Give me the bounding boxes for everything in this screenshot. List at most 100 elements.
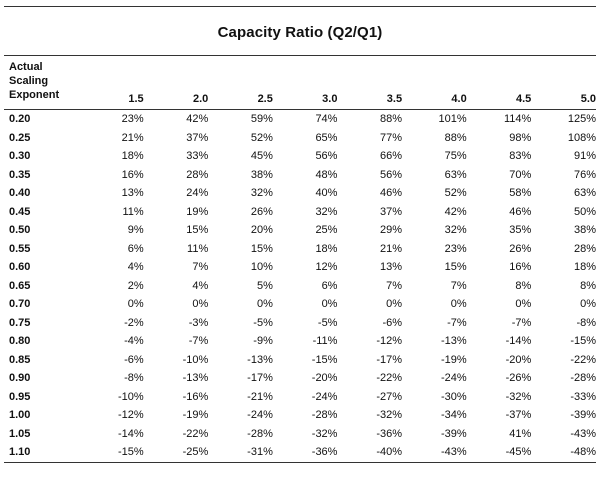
table-cell: 4% xyxy=(192,279,209,292)
table-cell: -39% xyxy=(441,427,467,440)
table-cell: 18% xyxy=(573,261,596,274)
table-cell: 38% xyxy=(250,168,273,181)
table-cell: -21% xyxy=(247,390,273,403)
table-cell: -10% xyxy=(117,390,144,403)
table-cell: 26% xyxy=(250,205,273,218)
table-cell: 58% xyxy=(509,187,532,200)
table-cell: -17% xyxy=(376,353,403,366)
row-key: 0.90 xyxy=(9,372,31,385)
table-cell: -13% xyxy=(247,353,273,366)
table-cell: -10% xyxy=(182,353,209,366)
column-header: 2.5 xyxy=(208,91,273,110)
table-cell: 38% xyxy=(573,224,596,237)
table-cell: 26% xyxy=(509,242,532,255)
column-header-blank xyxy=(4,91,80,110)
table-cell: 66% xyxy=(380,150,403,163)
table-cell: 18% xyxy=(315,242,338,255)
table-row: 1.05 -14% -22% -28% -32% -36% -39% 41% -43% xyxy=(4,425,596,444)
table-cell: 25% xyxy=(315,224,338,237)
row-key: 1.00 xyxy=(9,409,31,422)
table-cell: 13% xyxy=(121,187,144,200)
table-cell: 48% xyxy=(315,168,338,181)
table-row: 0.95 -10% -16% -21% -24% -27% -30% -32% -33% xyxy=(4,388,596,407)
table-cell: 16% xyxy=(509,261,532,274)
column-header-row: 1.5 2.0 2.5 3.0 3.5 4.0 4.5 5.0 xyxy=(4,91,596,110)
table-cell: 32% xyxy=(250,187,273,200)
table-cell: 77% xyxy=(380,131,403,144)
row-key: 0.95 xyxy=(9,390,31,403)
table-cell: 0% xyxy=(192,298,209,311)
table-cell: 10% xyxy=(250,261,273,274)
table-cell: -12% xyxy=(117,409,144,422)
row-key: 0.45 xyxy=(9,205,31,218)
table-cell: 7% xyxy=(192,261,209,274)
table-cell: 4% xyxy=(127,261,144,274)
table-cell: 0% xyxy=(450,298,467,311)
table-cell: 12% xyxy=(315,261,338,274)
table-cell: 74% xyxy=(315,113,338,126)
table-cell: 24% xyxy=(186,187,209,200)
table-cell: 0% xyxy=(580,298,596,311)
row-key: 0.55 xyxy=(9,242,31,255)
table-cell: 6% xyxy=(321,279,338,292)
row-header-line-2: Scaling xyxy=(9,75,49,87)
table-cell: -24% xyxy=(311,390,338,403)
table-cell: 42% xyxy=(186,113,209,126)
table-cell: -20% xyxy=(311,372,338,385)
table-cell: 11% xyxy=(122,205,144,218)
table-cell: -7% xyxy=(511,316,532,329)
table-cell: -28% xyxy=(311,409,338,422)
column-header: 3.0 xyxy=(272,91,338,110)
column-header: 3.5 xyxy=(337,91,403,110)
table-cell: -34% xyxy=(441,409,467,422)
table-row: 0.90 -8% -13% -17% -20% -22% -24% -26% -28% xyxy=(4,369,596,388)
row-key: 0.85 xyxy=(9,353,31,366)
table-cell: 23% xyxy=(444,242,467,255)
table-cell: -9% xyxy=(253,335,273,348)
table-cell: -13% xyxy=(182,372,209,385)
table-cell: 76% xyxy=(573,168,596,181)
row-key: 0.60 xyxy=(9,261,31,274)
table-cell: 70% xyxy=(509,168,532,181)
table-cell: 33% xyxy=(186,150,209,163)
row-key: 1.10 xyxy=(4,443,80,463)
table-cell: -11% xyxy=(312,335,338,348)
table-cell: 83% xyxy=(509,150,532,163)
table-cell: 29% xyxy=(380,224,403,237)
table-cell: -13% xyxy=(441,335,467,348)
table-cell: 52% xyxy=(444,187,467,200)
table-cell: -32% xyxy=(376,409,403,422)
table-cell: 63% xyxy=(444,168,467,181)
table-cell: -3% xyxy=(188,316,209,329)
table-cell: 63% xyxy=(573,187,596,200)
table-row: 0.40 13% 24% 32% 40% 46% 52% 58% 63% xyxy=(4,184,596,203)
table-cell: -40% xyxy=(337,443,403,463)
table-cell: 75% xyxy=(444,150,467,163)
table-cell: -33% xyxy=(570,390,596,403)
row-key: 0.35 xyxy=(9,168,31,181)
table-row: 0.30 18% 33% 45% 56% 66% 75% 83% 91% xyxy=(4,147,596,166)
top-rule xyxy=(4,6,596,7)
table-cell: 91% xyxy=(573,150,596,163)
table-cell: 20% xyxy=(250,224,273,237)
table-cell: 52% xyxy=(250,131,273,144)
table-cell: -15% xyxy=(79,443,144,463)
table-cell: 0% xyxy=(127,298,144,311)
table-cell: -2% xyxy=(124,316,144,329)
table-cell: -24% xyxy=(441,372,467,385)
table-cell: 125% xyxy=(567,113,596,126)
table-cell: -36% xyxy=(272,443,338,463)
table-cell: -14% xyxy=(505,335,532,348)
row-key: 0.20 xyxy=(9,113,31,126)
title-rule xyxy=(4,55,596,56)
table-row: 0.75 -2% -3% -5% -5% -6% -7% -7% -8% xyxy=(4,314,596,333)
table-cell: 28% xyxy=(573,242,596,255)
table-cell: -8% xyxy=(124,372,144,385)
table-cell: 2% xyxy=(127,279,144,292)
row-key: 0.70 xyxy=(9,298,31,311)
table-cell: -36% xyxy=(376,427,403,440)
table-cell: -19% xyxy=(441,353,467,366)
table-cell: -32% xyxy=(311,427,338,440)
table-cell: 56% xyxy=(380,168,403,181)
table-cell: 19% xyxy=(186,205,209,218)
